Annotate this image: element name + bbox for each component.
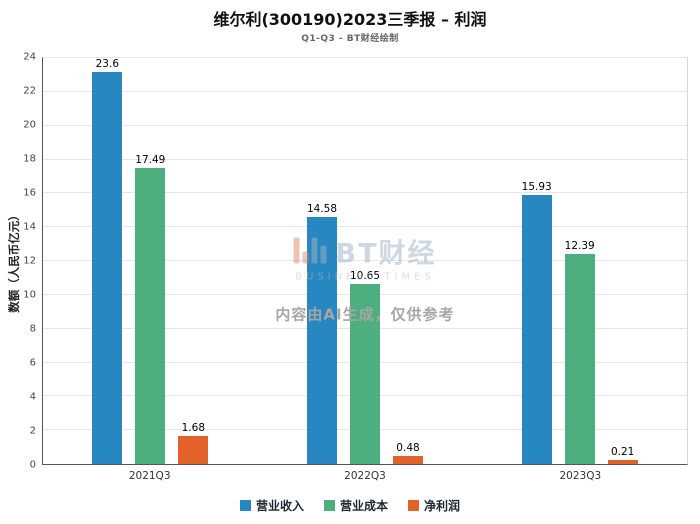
- y-tick-label: 14: [23, 221, 36, 233]
- legend-swatch: [408, 500, 419, 511]
- legend-label: 营业成本: [339, 499, 388, 513]
- legend-label: 净利润: [424, 499, 461, 513]
- bar: [607, 460, 638, 464]
- legend-item: 营业成本: [323, 497, 388, 514]
- legend-item: 营业收入: [239, 497, 304, 514]
- y-tick-label: 18: [23, 153, 36, 165]
- y-axis-tick-labels: 0 2 4 6 8 10 12 14 16 18 20 22 24: [0, 52, 38, 471]
- bar-营业收入: 23.6: [92, 58, 123, 464]
- gridline: [43, 226, 687, 228]
- legend: 营业收入 营业成本 净利润: [0, 497, 700, 514]
- legend-swatch: [239, 500, 251, 511]
- y-tick-label: 2: [29, 425, 36, 437]
- bar-value-label: 0.21: [610, 446, 635, 459]
- bar: [92, 72, 123, 464]
- bar: [521, 194, 552, 464]
- chart-title: 维尔利(300190)2023三季报 – 利润: [213, 10, 487, 29]
- bar-value-label: 12.39: [564, 240, 595, 253]
- gridline: [43, 260, 687, 261]
- y-tick-label: 24: [23, 51, 36, 63]
- bar-value-label: 0.48: [396, 441, 420, 454]
- bar: [307, 217, 337, 464]
- bar-value-label: 10.65: [349, 269, 381, 282]
- bar-营业成本: 12.39: [565, 58, 595, 464]
- bar-value-label: 17.49: [135, 154, 166, 167]
- bar: [178, 435, 209, 464]
- y-tick-label: 20: [23, 119, 36, 131]
- y-tick-label: 12: [23, 255, 36, 267]
- bar-group: 15.93 12.39 0.21: [472, 58, 687, 464]
- bar-group: 14.58 10.65 0.48: [258, 58, 473, 464]
- y-tick-label: 0: [29, 459, 36, 471]
- bar-value-label: 15.93: [521, 180, 552, 193]
- legend-swatch: [323, 500, 335, 511]
- y-tick-label: 8: [29, 323, 36, 335]
- gridline: [43, 192, 687, 194]
- y-tick-label: 6: [29, 357, 36, 369]
- x-axis-tick-labels: 2021Q3 2022Q3 2023Q3: [42, 470, 688, 482]
- x-tick-label: 2023Q3: [559, 470, 602, 482]
- bar-value-label: 14.58: [306, 203, 338, 216]
- bar: [393, 455, 423, 464]
- bar: [350, 283, 380, 464]
- gridline: [43, 57, 687, 58]
- legend-label: 营业收入: [255, 499, 304, 513]
- bar: [564, 254, 595, 464]
- gridline: [43, 90, 687, 92]
- bar-净利润: 0.48: [393, 58, 423, 464]
- chart-subtitle: Q1-Q3 - BT财经绘制: [301, 34, 399, 44]
- bar-value-label: 1.68: [181, 421, 206, 434]
- plot-area: BT财经 BUSINESS TIMES 内容由AI生成，仅供参考 23.6 17.…: [42, 57, 688, 465]
- bar-group: 23.6 17.49 1.68: [43, 58, 258, 464]
- gridline: [43, 158, 687, 160]
- gridline: [43, 124, 687, 126]
- bar-营业收入: 15.93: [522, 58, 552, 464]
- y-tick-label: 4: [29, 391, 36, 403]
- bar-营业收入: 14.58: [307, 58, 337, 464]
- bar-groups: 23.6 17.49 1.68 14.58 10.65 0.48 15.93 12.39 0.2…: [43, 58, 687, 464]
- y-tick-label: 16: [23, 187, 36, 199]
- bar-净利润: 0.21: [607, 58, 638, 464]
- bar-营业成本: 17.49: [135, 58, 165, 464]
- legend-item: 净利润: [408, 497, 460, 514]
- bar: [135, 168, 166, 464]
- bar-value-label: 23.6: [95, 58, 120, 70]
- y-tick-label: 10: [23, 289, 36, 301]
- bar-营业成本: 10.65: [350, 58, 380, 464]
- x-tick-label: 2021Q3: [128, 470, 171, 482]
- y-tick-label: 22: [23, 85, 36, 97]
- bar-净利润: 1.68: [178, 58, 209, 464]
- x-tick-label: 2022Q3: [344, 470, 386, 482]
